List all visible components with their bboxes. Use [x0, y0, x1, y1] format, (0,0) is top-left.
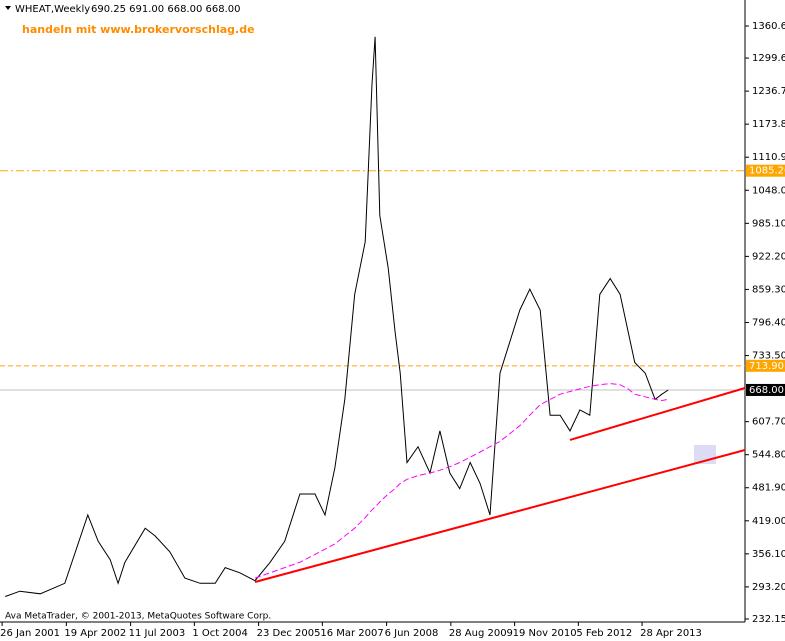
x-tick-label: 26 Jan 2001: [0, 628, 60, 639]
x-tick-label: 6 Jun 2008: [385, 628, 439, 639]
footer: Ava MetaTrader, © 2001-2013, MetaQuotes …: [5, 612, 271, 622]
x-tick-label: 28 Apr 2013: [640, 628, 702, 639]
trend-line: [254, 449, 746, 583]
y-tick-label: 1048.00: [752, 185, 785, 196]
y-tick-label: 733.50: [752, 351, 785, 362]
y-tick-label: 607.70: [752, 417, 785, 428]
y-tick-label: 544.80: [752, 450, 785, 461]
y-tick-label: 1360.65: [752, 21, 785, 32]
y-tick-label: 796.40: [752, 317, 785, 328]
x-tick-label: 11 Jul 2003: [129, 628, 186, 639]
x-tick-label: 28 Aug 2009: [449, 628, 513, 639]
level-label: 1085.26: [749, 166, 785, 177]
y-tick-label: 1173.80: [752, 119, 785, 130]
quote: 690.25 691.00 668.00 668.00: [91, 4, 241, 15]
y-tick-label: 1110.90: [752, 152, 785, 163]
level-label: 668.00: [749, 385, 784, 396]
x-tick-label: 19 Apr 2002: [64, 628, 126, 639]
level-label-box: [746, 383, 785, 396]
level-label: 713.90: [749, 361, 784, 372]
level-label-box: [746, 164, 785, 177]
price-line: [254, 383, 669, 579]
y-tick-label: 859.30: [752, 284, 785, 295]
x-tick-label: 5 Feb 2012: [576, 628, 632, 639]
x-tick-label: 16 Mar 2007: [320, 628, 383, 639]
y-tick-label: 356.10: [752, 549, 785, 560]
y-tick-label: 419.00: [752, 516, 785, 527]
x-tick-label: 19 Nov 2010: [513, 628, 577, 639]
x-tick-label: 23 Dec 2005: [257, 628, 321, 639]
y-tick-label: 1299.60: [752, 53, 785, 64]
y-tick-label: 985.10: [752, 218, 785, 229]
price-line: [5, 36, 669, 597]
chart-title: WHEAT,Weekly: [15, 4, 90, 15]
level-label-box: [746, 359, 785, 372]
trend-line: [569, 387, 746, 441]
y-tick-label: 481.90: [752, 483, 785, 494]
y-tick-label: 293.20: [752, 582, 785, 593]
y-tick-label: 1236.70: [752, 86, 785, 97]
x-tick-label: 1 Oct 2004: [192, 628, 247, 639]
y-tick-label: 922.20: [752, 251, 785, 262]
y-tick-label: 232.15: [752, 614, 785, 625]
menu-arrow: [5, 6, 11, 10]
subtitle: handeln mit www.brokervorschlag.de: [22, 23, 255, 36]
